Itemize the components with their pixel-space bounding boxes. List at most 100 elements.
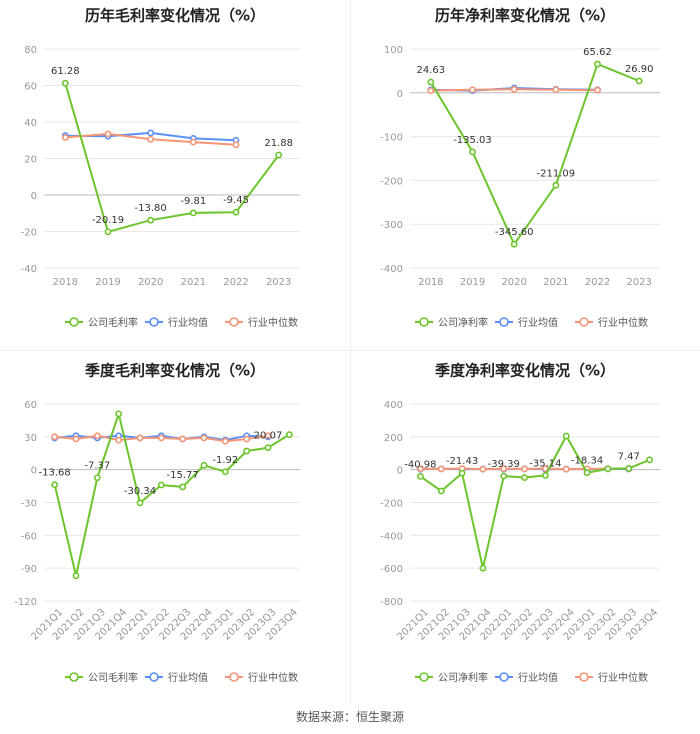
data-point (469, 148, 476, 156)
chart-4: 季度净利率变化情况（%）-800-600-400-20002004002021Q… (380, 362, 660, 685)
data-point (136, 499, 144, 507)
legend-marker (499, 317, 509, 327)
y-tick-label: -30 (21, 499, 37, 510)
data-point (72, 572, 80, 580)
data-point (93, 474, 101, 482)
data-point (510, 85, 518, 93)
series-line (53, 410, 290, 577)
legend-marker (149, 317, 159, 327)
x-tick-label: 2020 (138, 277, 163, 288)
data-point (72, 435, 80, 443)
data-point (179, 435, 187, 443)
legend-label: 公司毛利率 (88, 671, 138, 684)
legend-label: 行业均值 (168, 671, 208, 684)
x-tick-label: 2018 (53, 277, 78, 288)
data-point (189, 138, 197, 146)
y-tick-label: 0 (397, 89, 403, 100)
data-label: -13.80 (135, 203, 167, 214)
y-tick-label: -40 (21, 264, 37, 275)
data-point (232, 208, 240, 216)
data-label: -9.45 (223, 195, 249, 206)
data-point (264, 432, 272, 440)
data-point (93, 432, 101, 440)
data-point (189, 209, 197, 217)
data-point (243, 447, 251, 455)
data-label: -40.98 (404, 459, 436, 470)
legend-marker (229, 672, 239, 682)
data-label: -7.37 (84, 461, 110, 472)
legend-label: 公司毛利率 (88, 316, 138, 329)
data-point (479, 465, 487, 473)
data-label: 20.07 (254, 431, 283, 442)
data-point (500, 465, 508, 473)
y-tick-label: 0 (397, 466, 403, 477)
series-line (419, 433, 650, 569)
legend-label: 公司净利率 (438, 671, 488, 684)
legend-marker (419, 672, 429, 682)
data-point (104, 130, 112, 138)
data-label: -9.81 (180, 196, 206, 207)
data-point (427, 87, 435, 95)
data-point (221, 468, 229, 476)
data-point (147, 129, 155, 137)
chart-2: 历年净利率变化情况（%） -400 -300 -200 -100 0 100 2018 2019… (380, 7, 660, 329)
y-tick-label: -200 (380, 499, 403, 510)
chart-title: 历年毛利率变化情况（%） (85, 7, 265, 25)
legend-marker (69, 317, 79, 327)
legend-label: 行业均值 (518, 671, 558, 684)
y-tick-label: 60 (24, 400, 37, 411)
legend-marker (579, 317, 589, 327)
data-point (437, 465, 445, 473)
data-point (542, 472, 549, 479)
data-label: 26.90 (625, 64, 654, 75)
x-tick-label: 2022 (223, 277, 248, 288)
data-point (500, 472, 508, 480)
y-tick-label: 40 (24, 118, 37, 129)
data-point (51, 433, 59, 441)
data-point (469, 86, 476, 94)
data-point (157, 481, 165, 489)
data-label: -1.92 (212, 455, 238, 466)
data-point (521, 474, 528, 481)
data-point (115, 436, 123, 444)
series-line (429, 62, 640, 247)
x-tick-label: 2023 (266, 277, 291, 288)
y-tick-label: -60 (21, 531, 37, 542)
y-tick-label: 0 (31, 191, 37, 202)
legend-label: 行业中位数 (248, 671, 298, 684)
data-label: -35.14 (529, 458, 561, 469)
data-point (417, 472, 424, 480)
legend-label: 行业中位数 (598, 671, 648, 684)
data-point (275, 151, 283, 159)
y-tick-label: -600 (380, 564, 403, 575)
y-tick-label: 100 (384, 45, 403, 56)
data-point (479, 564, 487, 572)
data-point (521, 465, 528, 473)
data-point (417, 465, 424, 473)
y-tick-label: -120 (14, 597, 37, 608)
data-label: 24.63 (417, 65, 446, 76)
data-label: 21.88 (264, 138, 293, 149)
legend-marker (149, 672, 159, 682)
y-tick-label: 400 (384, 400, 403, 411)
data-label: -345.60 (495, 227, 534, 238)
y-tick-label: -300 (380, 220, 403, 231)
data-point (200, 434, 208, 442)
data-point (562, 432, 570, 440)
y-tick-label: -200 (380, 176, 403, 187)
data-point (594, 60, 601, 68)
data-point (562, 465, 570, 473)
data-point (221, 437, 229, 445)
legend-label: 行业中位数 (598, 316, 648, 329)
x-tick-label: 2021 (543, 277, 568, 288)
data-label: -39.39 (488, 459, 520, 470)
data-label: 65.62 (583, 47, 612, 58)
legend-marker (579, 672, 589, 682)
data-label: -20.19 (92, 215, 124, 226)
data-label: -211.09 (537, 168, 576, 179)
y-tick-label: -100 (380, 133, 403, 144)
data-point (61, 134, 69, 141)
data-point (285, 431, 293, 439)
data-source: 数据来源：恒生聚源 (295, 710, 404, 724)
